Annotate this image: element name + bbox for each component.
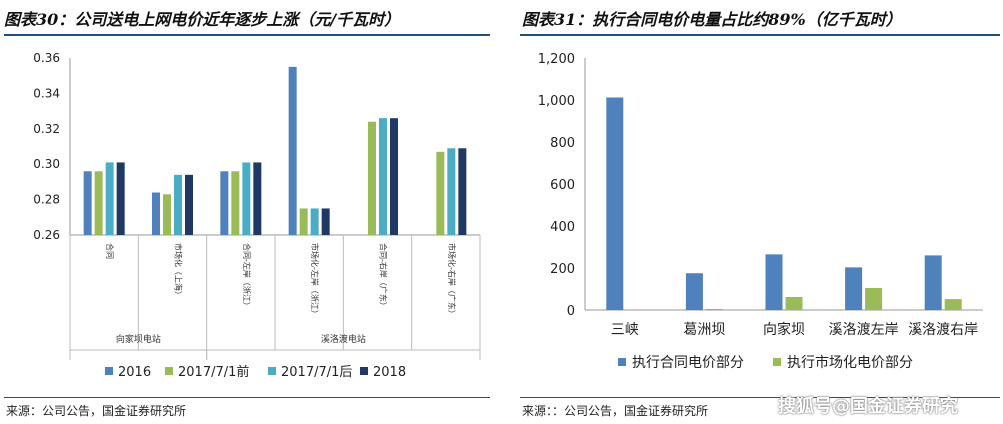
legend-swatch xyxy=(165,367,173,375)
right-footer-rule xyxy=(520,397,1000,398)
bar xyxy=(865,287,883,310)
x-tick-label: 溪洛渡左岸 xyxy=(829,322,899,338)
x-tick-label: 三峡 xyxy=(611,322,639,338)
x-tick-label: 合同 xyxy=(105,243,115,259)
bar xyxy=(436,151,445,235)
y-tick-label: 0.34 xyxy=(33,86,60,100)
left-footer-rule xyxy=(4,397,490,398)
bar xyxy=(253,162,262,235)
bar xyxy=(606,97,624,310)
bar xyxy=(390,118,398,235)
legend-label: 2017/7/1后 xyxy=(281,365,352,380)
y-tick-label: 0.30 xyxy=(33,157,60,171)
y-tick-label: 800 xyxy=(550,136,575,151)
bar xyxy=(174,174,182,235)
bar xyxy=(458,148,467,235)
legend-swatch xyxy=(773,358,781,366)
bar xyxy=(185,174,193,235)
y-tick-label: 0 xyxy=(567,304,575,319)
x-tick-label: 葛洲坝 xyxy=(683,322,725,338)
x-tick-label: 合同-右岸（广东） xyxy=(379,243,389,310)
left-chart: 0.26 0.28 0.30 0.32 0.34 0.36 合同 市场化（上海） 合同-左岸（浙… xyxy=(33,51,481,380)
bar xyxy=(705,308,723,310)
bar xyxy=(152,192,160,235)
legend-label: 2018 xyxy=(373,365,406,380)
left-source-note: 来源：公司公告，国金证券研究所 xyxy=(6,404,187,418)
bar xyxy=(299,208,308,235)
right-title-rule xyxy=(520,34,1000,36)
bar xyxy=(116,162,125,235)
bar xyxy=(447,148,456,235)
bar xyxy=(785,296,803,310)
left-chart-title: 图表30：公司送电上网电价近年逐步上涨（元/千瓦时） xyxy=(4,10,401,29)
bar xyxy=(231,171,240,235)
x-tick-label: 溪洛渡右岸 xyxy=(908,322,978,338)
x-tick-label: 市场化-左岸（浙江） xyxy=(310,243,320,318)
right-chart-title: 图表31：执行合同电价电量占比约89%（亿千瓦时） xyxy=(522,10,902,29)
bar xyxy=(105,162,114,235)
bar xyxy=(685,273,703,310)
y-tick-label: 0.32 xyxy=(33,122,60,136)
y-tick-label: 200 xyxy=(550,262,575,277)
group-label: 向家坝电站 xyxy=(116,333,161,345)
bar xyxy=(765,254,783,310)
left-title-rule xyxy=(4,34,490,36)
y-tick-label: 0.36 xyxy=(33,51,60,65)
bar xyxy=(321,208,330,235)
x-tick-label: 市场化-右岸（广东） xyxy=(447,243,457,318)
x-tick-label: 向家坝 xyxy=(763,321,805,338)
right-source-note: 来源：：公司公告，国金证券研究所 xyxy=(522,404,709,418)
bar xyxy=(83,171,92,235)
bar xyxy=(944,299,962,310)
bar xyxy=(845,267,863,310)
x-tick-label: 市场化（上海） xyxy=(174,243,184,299)
y-tick-label: 600 xyxy=(550,178,575,193)
bar xyxy=(94,171,103,235)
y-tick-label: 1,200 xyxy=(538,52,575,67)
legend-swatch xyxy=(105,367,113,375)
bar xyxy=(368,121,376,235)
y-tick-label: 0.28 xyxy=(33,193,60,207)
legend-label: 2017/7/1前 xyxy=(178,364,249,380)
group-label: 溪洛渡电站 xyxy=(321,333,366,345)
legend-label: 执行合同电价部分 xyxy=(632,355,744,371)
right-chart: 0 200 400 600 800 1,000 1,200 三峡 葛洲坝 向家坝 溪洛渡左岸 溪洛渡右… xyxy=(538,52,983,371)
bar xyxy=(163,194,171,235)
bar xyxy=(924,255,942,310)
bar xyxy=(220,171,229,235)
bar xyxy=(310,208,319,235)
bar xyxy=(379,118,387,235)
bar xyxy=(242,162,251,235)
legend-swatch xyxy=(360,367,368,375)
bar xyxy=(288,66,297,235)
legend-swatch xyxy=(268,367,276,375)
legend-label: 执行市场化电价部分 xyxy=(787,354,913,371)
y-tick-label: 1,000 xyxy=(538,94,575,109)
legend-swatch xyxy=(618,358,626,366)
watermark-text: 搜狐号@国金证券研究 xyxy=(778,396,958,417)
y-tick-label: 400 xyxy=(550,220,575,235)
legend-label: 2016 xyxy=(118,365,151,380)
x-tick-label: 合同-左岸（浙江） xyxy=(242,243,252,310)
y-tick-label: 0.26 xyxy=(33,228,60,242)
